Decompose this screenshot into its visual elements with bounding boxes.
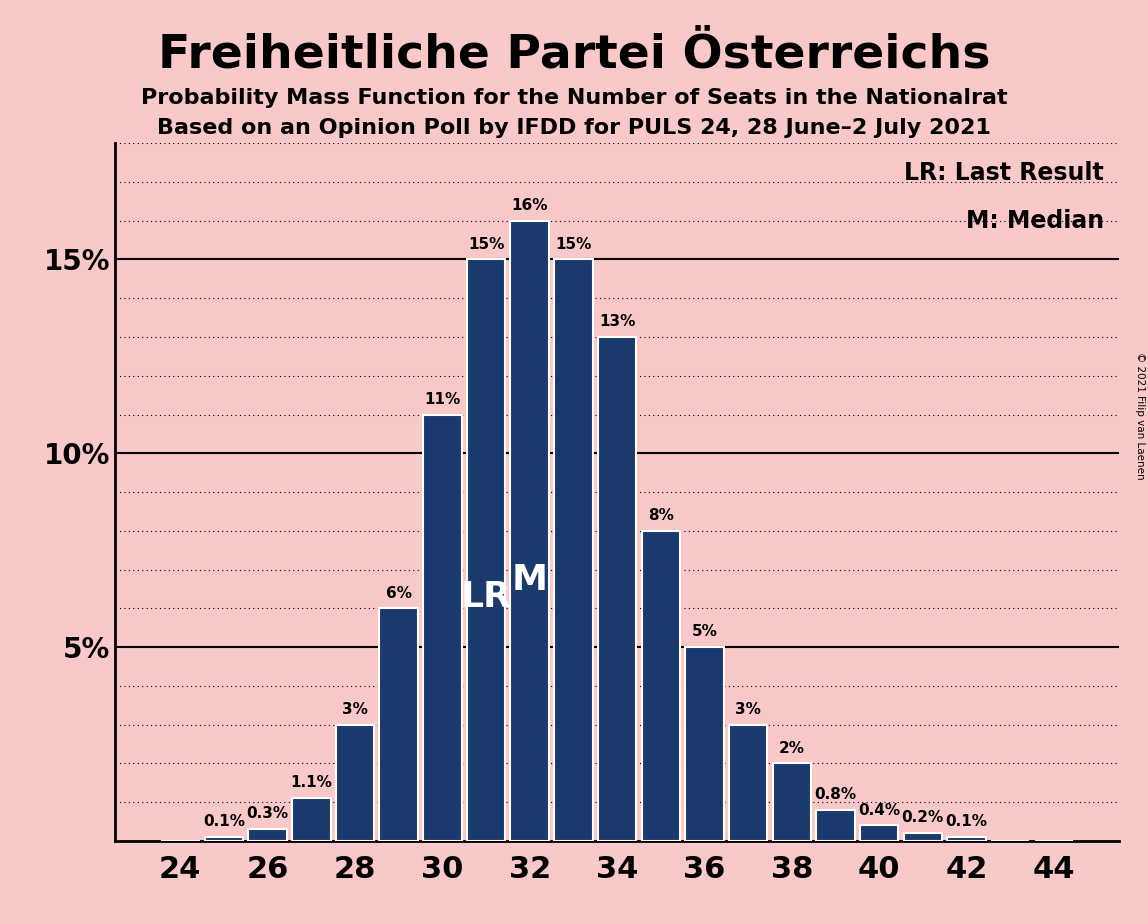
Text: LR: LR	[460, 579, 512, 614]
Bar	[903, 833, 943, 841]
Text: © 2021 Filip van Laenen: © 2021 Filip van Laenen	[1135, 352, 1145, 480]
Bar	[204, 837, 243, 841]
Bar	[860, 825, 898, 841]
Bar	[424, 415, 461, 841]
Text: 16%: 16%	[512, 198, 548, 213]
Text: 0.8%: 0.8%	[814, 787, 856, 802]
Bar	[685, 647, 723, 841]
Text: 0.3%: 0.3%	[247, 807, 288, 821]
Text: 3%: 3%	[342, 702, 369, 717]
Text: 11%: 11%	[425, 392, 460, 407]
Bar	[816, 809, 854, 841]
Bar	[947, 837, 986, 841]
Text: 6%: 6%	[386, 586, 412, 601]
Text: LR: Last Result: LR: Last Result	[905, 161, 1104, 185]
Bar	[773, 763, 810, 841]
Text: Probability Mass Function for the Number of Seats in the Nationalrat: Probability Mass Function for the Number…	[141, 88, 1007, 108]
Text: Freiheitliche Partei Österreichs: Freiheitliche Partei Österreichs	[157, 32, 991, 78]
Bar	[554, 260, 592, 841]
Bar	[729, 724, 767, 841]
Text: Based on an Opinion Poll by IFDD for PULS 24, 28 June–2 July 2021: Based on an Opinion Poll by IFDD for PUL…	[157, 118, 991, 139]
Text: 0.4%: 0.4%	[858, 803, 900, 818]
Text: M: Median: M: Median	[967, 210, 1104, 234]
Text: 5%: 5%	[691, 625, 718, 639]
Text: 2%: 2%	[778, 740, 805, 756]
Bar	[467, 260, 505, 841]
Bar	[248, 829, 287, 841]
Text: 15%: 15%	[468, 237, 504, 251]
Bar	[598, 337, 636, 841]
Text: 0.1%: 0.1%	[203, 814, 245, 829]
Bar	[292, 798, 331, 841]
Bar	[380, 608, 418, 841]
Text: 3%: 3%	[735, 702, 761, 717]
Text: 0.2%: 0.2%	[901, 810, 944, 825]
Text: 13%: 13%	[599, 314, 635, 329]
Text: M: M	[512, 564, 548, 598]
Bar	[336, 724, 374, 841]
Text: 8%: 8%	[647, 508, 674, 523]
Text: 1.1%: 1.1%	[290, 775, 332, 790]
Text: 0.1%: 0.1%	[946, 814, 987, 829]
Text: 15%: 15%	[556, 237, 591, 251]
Bar	[511, 221, 549, 841]
Bar	[642, 530, 680, 841]
